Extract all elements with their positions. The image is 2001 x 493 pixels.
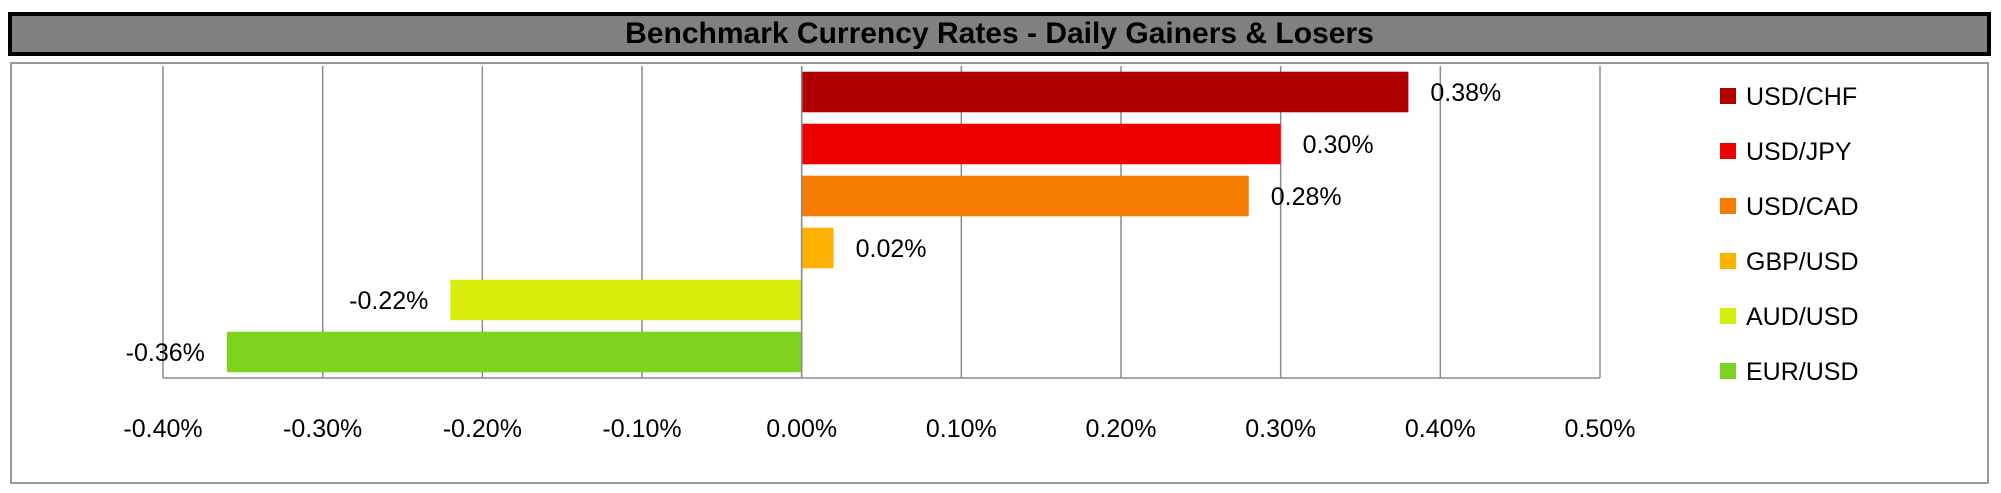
chart-title: Benchmark Currency Rates - Daily Gainers… [625, 17, 1374, 50]
legend-swatch [1720, 143, 1736, 159]
x-tick-label: -0.20% [443, 415, 522, 443]
bar [226, 331, 802, 373]
legend-label: USD/CAD [1746, 193, 1859, 221]
bar [801, 175, 1249, 217]
x-tick-label: 0.00% [766, 415, 837, 443]
x-tick-label: 0.20% [1086, 415, 1157, 443]
legend-label: EUR/USD [1746, 358, 1859, 386]
bar [801, 123, 1281, 165]
legend-swatch [1720, 88, 1736, 104]
bar [450, 279, 802, 321]
data-label: -0.22% [349, 287, 428, 315]
chart-title-bar: Benchmark Currency Rates - Daily Gainers… [8, 12, 1991, 56]
x-tick-label: 0.40% [1405, 415, 1476, 443]
legend-label: USD/CHF [1746, 83, 1857, 111]
legend-label: USD/JPY [1746, 138, 1852, 166]
legend-swatch [1720, 363, 1736, 379]
bar [801, 227, 834, 269]
x-tick-label: -0.10% [602, 415, 681, 443]
x-tick-label: 0.10% [926, 415, 997, 443]
x-tick-label: -0.30% [283, 415, 362, 443]
x-tick-label: 0.50% [1565, 415, 1636, 443]
data-label: 0.02% [856, 235, 927, 263]
data-label: 0.28% [1271, 183, 1342, 211]
x-tick-label: -0.40% [123, 415, 202, 443]
legend-label: AUD/USD [1746, 303, 1859, 331]
data-label: -0.36% [126, 339, 205, 367]
data-label: 0.38% [1430, 79, 1501, 107]
x-tick-label: 0.30% [1245, 415, 1316, 443]
legend-swatch [1720, 198, 1736, 214]
legend-swatch [1720, 253, 1736, 269]
legend-swatch [1720, 308, 1736, 324]
legend-label: GBP/USD [1746, 248, 1859, 276]
data-label: 0.30% [1303, 131, 1374, 159]
bar [801, 71, 1409, 113]
